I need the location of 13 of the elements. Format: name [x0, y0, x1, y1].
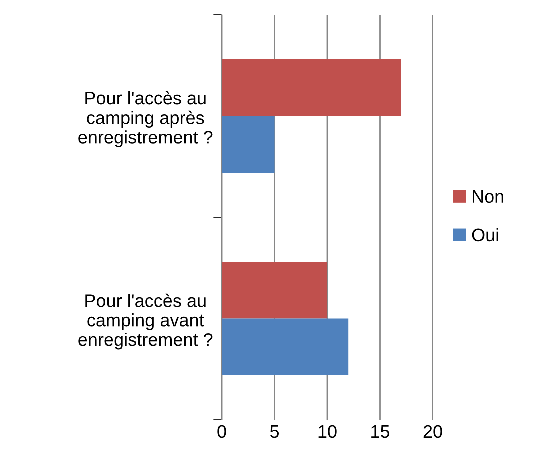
legend-label: Non: [473, 190, 504, 204]
bar: [222, 318, 349, 376]
bar: [222, 262, 328, 319]
x-tick-label: 5: [270, 426, 280, 438]
x-tick-label: 10: [318, 425, 337, 438]
y-tick-label: Pour l'accès au camping après enregistrement ?: [78, 91, 213, 148]
legend-label: Oui: [472, 228, 498, 242]
x-tick-label: 15: [372, 426, 390, 438]
bar: [222, 116, 275, 173]
y-tick-label: Pour l'accès au camping avant enregistrement ?: [78, 294, 213, 350]
x-tick-label: 0: [218, 425, 226, 438]
x-tick-label: 20: [424, 425, 442, 438]
bar: [222, 60, 402, 116]
